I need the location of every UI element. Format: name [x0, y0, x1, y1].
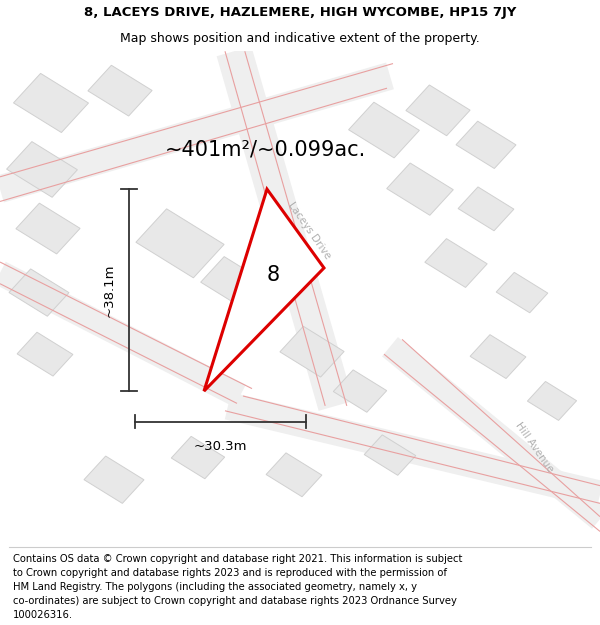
Text: Map shows position and indicative extent of the property.: Map shows position and indicative extent…: [120, 32, 480, 45]
Text: Laceys Drive: Laceys Drive: [286, 201, 332, 261]
Text: 8: 8: [266, 266, 280, 286]
Polygon shape: [387, 163, 453, 215]
Polygon shape: [456, 121, 516, 169]
Text: co-ordinates) are subject to Crown copyright and database rights 2023 Ordnance S: co-ordinates) are subject to Crown copyr…: [13, 596, 457, 606]
Polygon shape: [171, 436, 225, 479]
Polygon shape: [7, 142, 77, 198]
Polygon shape: [204, 189, 324, 391]
Polygon shape: [425, 239, 487, 288]
Polygon shape: [470, 334, 526, 379]
Polygon shape: [136, 209, 224, 278]
Polygon shape: [266, 453, 322, 497]
Polygon shape: [458, 187, 514, 231]
Text: HM Land Registry. The polygons (including the associated geometry, namely x, y: HM Land Registry. The polygons (includin…: [13, 582, 417, 592]
Polygon shape: [349, 102, 419, 158]
Text: Hill Avenue: Hill Avenue: [513, 421, 555, 474]
Polygon shape: [527, 381, 577, 421]
Polygon shape: [333, 370, 387, 413]
Text: ~30.3m: ~30.3m: [194, 441, 247, 453]
Text: ~38.1m: ~38.1m: [103, 263, 116, 317]
Text: 8, LACEYS DRIVE, HAZLEMERE, HIGH WYCOMBE, HP15 7JY: 8, LACEYS DRIVE, HAZLEMERE, HIGH WYCOMBE…: [84, 6, 516, 19]
Polygon shape: [364, 435, 416, 475]
Polygon shape: [201, 257, 267, 309]
Polygon shape: [280, 326, 344, 377]
Polygon shape: [9, 269, 69, 316]
Polygon shape: [406, 85, 470, 136]
Text: Contains OS data © Crown copyright and database right 2021. This information is : Contains OS data © Crown copyright and d…: [13, 554, 463, 564]
Polygon shape: [88, 65, 152, 116]
Polygon shape: [14, 73, 88, 132]
Polygon shape: [496, 272, 548, 312]
Polygon shape: [84, 456, 144, 503]
Text: ~401m²/~0.099ac.: ~401m²/~0.099ac.: [165, 140, 366, 160]
Polygon shape: [17, 332, 73, 376]
Polygon shape: [16, 203, 80, 254]
Text: to Crown copyright and database rights 2023 and is reproduced with the permissio: to Crown copyright and database rights 2…: [13, 568, 447, 578]
Text: 100026316.: 100026316.: [13, 611, 73, 621]
